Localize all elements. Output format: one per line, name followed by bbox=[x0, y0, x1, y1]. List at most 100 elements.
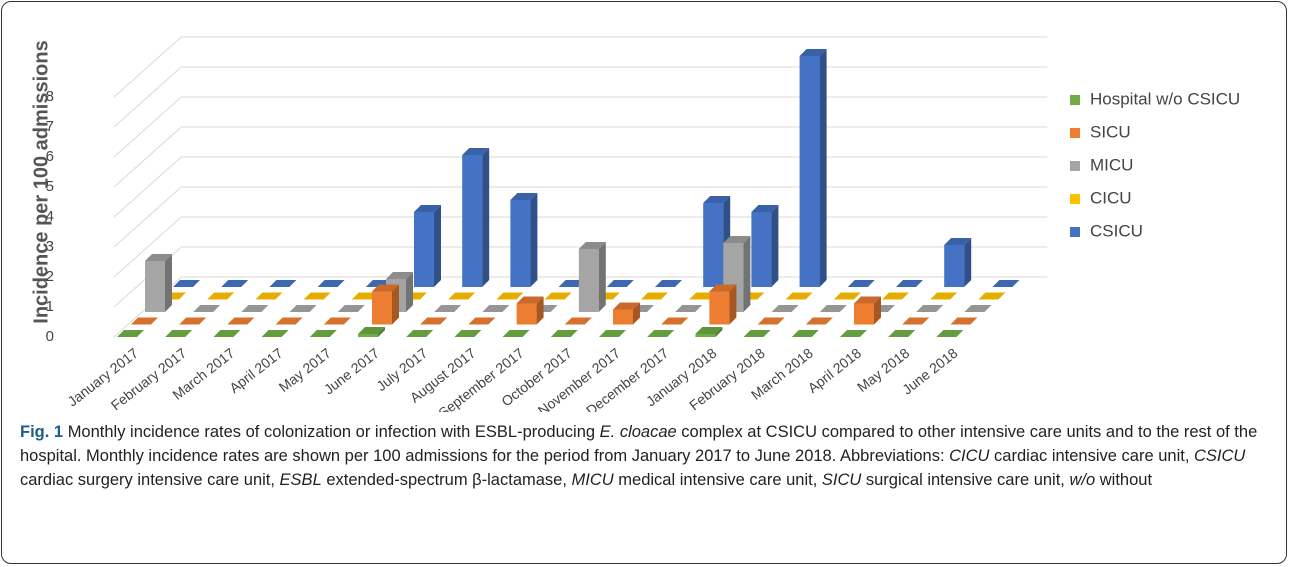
bar-front bbox=[414, 212, 434, 287]
bar-front bbox=[516, 303, 537, 325]
bar-top bbox=[482, 305, 510, 312]
caption-text: ESBL bbox=[279, 471, 322, 489]
bar bbox=[805, 317, 833, 325]
y-tick-label: 8 bbox=[46, 88, 54, 105]
bar bbox=[641, 292, 668, 300]
bar bbox=[165, 330, 193, 337]
legend-label: Hospital w/o CSICU bbox=[1090, 89, 1240, 108]
caption-text: medical intensive care unit, bbox=[613, 471, 822, 489]
bar bbox=[578, 242, 606, 312]
bar-top bbox=[241, 305, 269, 312]
bar-side bbox=[771, 205, 779, 287]
bar-side bbox=[406, 272, 413, 312]
legend-swatch bbox=[1070, 194, 1080, 204]
caption-text: CSICU bbox=[1194, 447, 1246, 465]
bar bbox=[950, 317, 978, 325]
bar-top bbox=[944, 238, 972, 245]
bar bbox=[317, 280, 345, 287]
bar-front bbox=[709, 291, 730, 325]
bar bbox=[255, 292, 283, 300]
bar bbox=[502, 330, 530, 337]
bar bbox=[448, 292, 476, 300]
bar-top bbox=[323, 317, 351, 325]
bar-front bbox=[703, 203, 724, 287]
caption-text: extended-spectrum β-lactamase, bbox=[321, 471, 572, 489]
legend-label: CICU bbox=[1090, 188, 1132, 207]
bar-top bbox=[606, 280, 634, 287]
bar bbox=[930, 292, 958, 300]
caption-text: cardiac surgery intensive care unit, bbox=[20, 471, 280, 489]
bar-side bbox=[392, 284, 399, 325]
bar-top bbox=[221, 280, 249, 287]
bar-top bbox=[131, 317, 158, 325]
bar-top bbox=[785, 292, 813, 300]
bar bbox=[695, 327, 723, 337]
bar-front bbox=[358, 334, 378, 337]
bar-top bbox=[847, 280, 875, 287]
bar-top bbox=[916, 305, 944, 312]
bar-front bbox=[145, 261, 165, 312]
bar bbox=[131, 317, 158, 325]
bar bbox=[896, 280, 923, 287]
bar bbox=[510, 193, 538, 287]
bar bbox=[173, 280, 200, 287]
y-tick-label: 1 bbox=[46, 298, 54, 315]
grid-line bbox=[113, 126, 1048, 188]
bar bbox=[647, 330, 675, 337]
bar-side bbox=[819, 49, 827, 287]
bar bbox=[757, 317, 785, 325]
bar bbox=[496, 292, 524, 300]
bar-top bbox=[386, 272, 413, 279]
bar-top bbox=[420, 317, 448, 325]
bar bbox=[709, 284, 737, 325]
bar bbox=[117, 330, 144, 337]
bar-top bbox=[193, 305, 221, 312]
bar-top bbox=[641, 292, 668, 300]
bar bbox=[655, 280, 682, 287]
y-tick-label: 6 bbox=[46, 148, 54, 165]
bar bbox=[743, 330, 771, 337]
bar bbox=[434, 305, 462, 312]
bar bbox=[916, 305, 944, 312]
y-axis-title: Incidence per 100 admissions bbox=[30, 40, 52, 323]
bar bbox=[179, 317, 207, 325]
bar-front bbox=[372, 291, 392, 325]
bar-front bbox=[462, 155, 483, 287]
caption-text: cardiac intensive care unit, bbox=[989, 447, 1194, 465]
bar-front bbox=[854, 303, 874, 325]
bar-front bbox=[510, 200, 531, 287]
bar-top bbox=[462, 148, 490, 155]
bar bbox=[275, 317, 303, 325]
bar-top bbox=[992, 280, 1020, 287]
caption: Fig. 1 Monthly incidence rates of coloni… bbox=[20, 420, 1270, 492]
legend-label: SICU bbox=[1090, 122, 1131, 141]
bar-top bbox=[805, 317, 833, 325]
bar-top bbox=[468, 317, 496, 325]
bar bbox=[372, 284, 399, 325]
bar-top bbox=[703, 196, 731, 203]
bar-top bbox=[516, 296, 544, 304]
bar bbox=[241, 305, 269, 312]
y-tick-label: 5 bbox=[46, 178, 54, 195]
x-tick-label: April 2017 bbox=[226, 345, 286, 397]
bar-top bbox=[165, 330, 193, 337]
legend-label: MICU bbox=[1090, 155, 1133, 174]
bar bbox=[888, 330, 916, 337]
bar-top bbox=[936, 330, 964, 337]
bar bbox=[420, 317, 448, 325]
bar-top bbox=[454, 330, 482, 337]
bar-side bbox=[434, 205, 441, 287]
caption-text: w/o bbox=[1069, 471, 1096, 489]
legend-swatch bbox=[1070, 161, 1080, 171]
bar-top bbox=[406, 330, 434, 337]
bar-side bbox=[729, 284, 737, 325]
bar-top bbox=[791, 330, 819, 337]
bar-top bbox=[255, 292, 283, 300]
bar bbox=[564, 317, 592, 325]
bar-top bbox=[757, 317, 785, 325]
bar bbox=[791, 330, 819, 337]
bar-top bbox=[647, 330, 675, 337]
bar-top bbox=[145, 254, 172, 261]
bar-top bbox=[544, 292, 572, 300]
caption-text: E. cloacae bbox=[599, 423, 677, 441]
